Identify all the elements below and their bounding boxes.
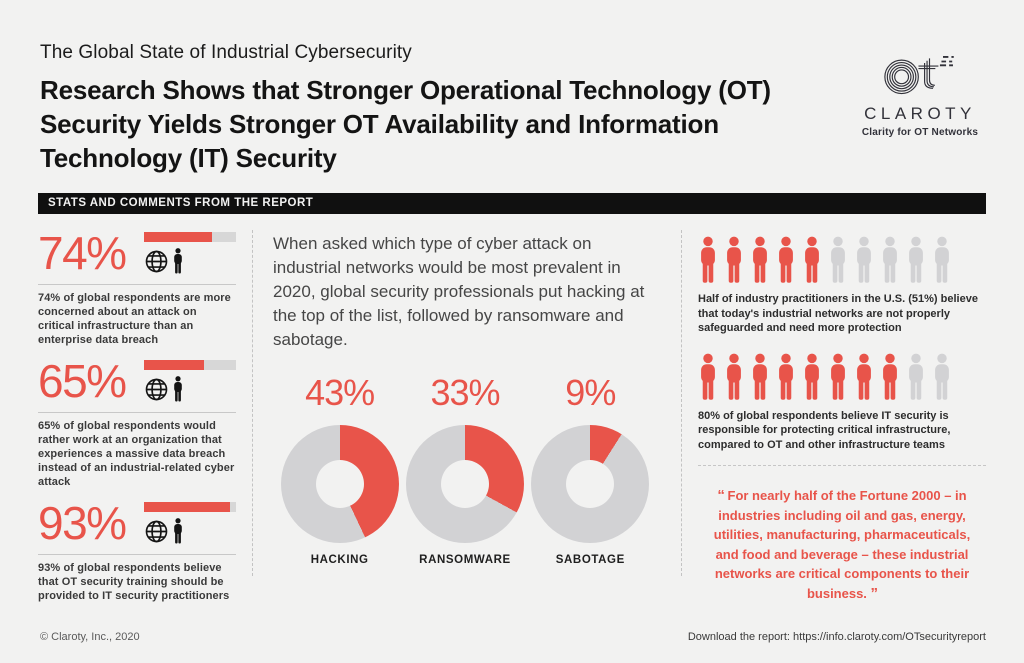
stat-visuals (144, 358, 236, 402)
donut-hole (566, 460, 615, 508)
person-icon (753, 353, 767, 400)
person-icon (935, 353, 949, 400)
divider (38, 554, 236, 555)
person-icon (831, 236, 845, 283)
pictogram-caption: Half of industry practitioners in the U.… (698, 293, 978, 334)
header: The Global State of Industrial Cybersecu… (0, 0, 1024, 175)
logo-wordmark: CLAROTY (864, 104, 976, 123)
stat-caption: 74% of global respondents are more conce… (38, 292, 231, 346)
donut-chart (405, 425, 524, 543)
donut-percent-label: 33% (430, 372, 500, 413)
globe-icon (145, 250, 168, 273)
stat-top: 74% (38, 230, 236, 276)
person-icon (909, 353, 923, 400)
progress-bar (144, 232, 236, 242)
stat-value: 93% (38, 497, 127, 549)
person-icon (701, 353, 715, 400)
person-icon (831, 353, 845, 400)
pull-quote: “ For nearly half of the Fortune 2000 – … (698, 466, 986, 603)
progress-bar-fill (144, 502, 230, 512)
pictogram-row-51 (698, 232, 986, 284)
person-icon (857, 353, 871, 400)
donut-percent-label: 9% (565, 372, 616, 413)
donut-chart-row: 43% HACKING 33% RANSOMWARE 9% SABOTAGE (273, 372, 657, 566)
stat-caption: 65% of global respondents would rather w… (38, 420, 235, 488)
donut-hole (315, 460, 364, 508)
person-icon (753, 236, 767, 283)
stat-top: 93% (38, 500, 236, 546)
stat-icons (144, 518, 236, 544)
person-icon (883, 236, 897, 283)
stat-visuals (144, 230, 236, 274)
globe-icon (145, 378, 168, 401)
left-stats-column: 74% 74% of global respondents are more c… (38, 230, 252, 602)
person-icon (909, 236, 923, 283)
stat-icons (144, 376, 236, 402)
stat-visuals (144, 500, 236, 544)
donut-category-label: HACKING (310, 554, 369, 566)
right-column: Half of industry practitioners in the U.… (682, 230, 986, 602)
person-icon (174, 248, 182, 274)
person-icon (805, 353, 819, 400)
claroty-logo: CLAROTY Clarity for OT Networks (850, 44, 990, 138)
content-columns: 74% 74% of global respondents are more c… (38, 214, 986, 602)
divider (38, 284, 236, 285)
progress-bar (144, 360, 236, 370)
globe-icon (145, 520, 168, 543)
close-quote-mark: ” (870, 584, 878, 602)
pictogram-caption: 80% of global respondents believe IT sec… (698, 409, 951, 451)
stat-value: 65% (38, 355, 127, 407)
page-title: Research Shows that Stronger Operational… (40, 75, 771, 173)
person-icon (779, 353, 793, 400)
person-icon (174, 376, 182, 402)
donut-hacking: 43% HACKING (277, 372, 402, 566)
stat-top: 65% (38, 358, 236, 404)
open-quote-mark: “ (717, 487, 724, 504)
person-icon (727, 236, 741, 283)
progress-bar (144, 502, 236, 512)
intro-paragraph: When asked which type of cyber attack on… (273, 234, 645, 349)
stat-block-74: 74% 74% of global respondents are more c… (38, 230, 236, 347)
donut-hole (440, 460, 489, 508)
person-icon (174, 518, 182, 544)
stat-block-93: 93% 93% of global respondents believe th… (38, 500, 236, 603)
middle-column: When asked which type of cyber attack on… (252, 230, 682, 576)
person-icon (701, 236, 715, 283)
pictogram-row-80 (698, 349, 986, 401)
progress-bar-fill (144, 232, 213, 242)
stat-value: 74% (38, 227, 127, 279)
claroty-logo-icon (884, 55, 954, 95)
donut-chart (531, 425, 650, 543)
person-icon (857, 236, 871, 283)
copyright-text: © Claroty, Inc., 2020 (40, 631, 140, 643)
divider (38, 412, 236, 413)
footer: © Claroty, Inc., 2020 Download the repor… (40, 631, 986, 643)
person-icon (805, 236, 819, 283)
stat-caption: 93% of global respondents believe that O… (38, 562, 230, 602)
person-icon (883, 353, 897, 400)
section-bar: STATS AND COMMENTS FROM THE REPORT (38, 193, 986, 214)
donut-chart (280, 425, 399, 543)
person-icon (935, 236, 949, 283)
donut-category-label: SABOTAGE (555, 554, 625, 566)
donut-category-label: RANSOMWARE (419, 554, 511, 566)
donut-ransomware: 33% RANSOMWARE (402, 372, 527, 566)
person-icon (727, 353, 741, 400)
donut-sabotage: 9% SABOTAGE (528, 372, 653, 566)
stat-icons (144, 248, 236, 274)
quote-text: For nearly half of the Fortune 2000 – in… (713, 488, 971, 601)
logo-tagline: Clarity for OT Networks (861, 127, 979, 138)
stat-block-65: 65% 65% of global respondents would rath… (38, 358, 236, 489)
download-report-link[interactable]: Download the report: https://info.clarot… (687, 631, 986, 643)
progress-bar-fill (144, 360, 204, 370)
donut-percent-label: 43% (305, 372, 375, 413)
person-icon (779, 236, 793, 283)
report-kicker: The Global State of Industrial Cybersecu… (40, 42, 412, 63)
dashed-divider (698, 465, 986, 466)
